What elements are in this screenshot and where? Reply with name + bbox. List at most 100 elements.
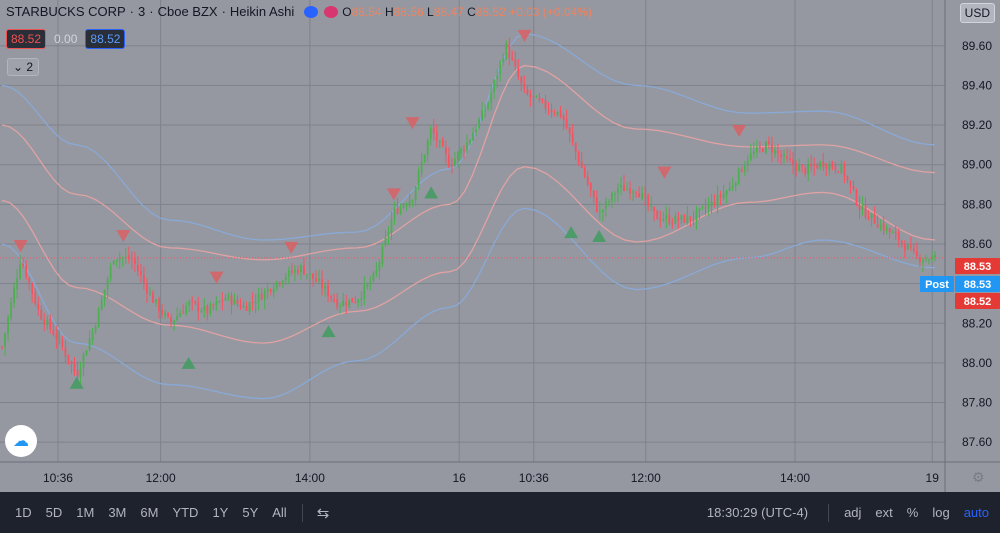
candle-body [523, 83, 526, 89]
scale-option-adj[interactable]: adj [844, 505, 862, 520]
candle-body [644, 193, 647, 197]
candle-body [327, 285, 329, 297]
alert-icon[interactable] [324, 5, 339, 18]
candle-body [19, 264, 22, 279]
candle-body [100, 299, 103, 310]
candle-body [925, 258, 927, 260]
sell-price-button[interactable]: 88.52 [6, 29, 47, 49]
candle-body [680, 215, 683, 220]
candle-body [357, 299, 360, 303]
candle-body [441, 139, 444, 147]
candle-body [807, 164, 810, 174]
candle-body [656, 210, 659, 220]
candle-body [429, 128, 432, 139]
candle-body [864, 205, 867, 218]
candle-body [568, 127, 571, 134]
candle-body [354, 302, 357, 304]
x-tick-label: 14:00 [295, 471, 325, 485]
candle-body [275, 281, 278, 288]
candle-body [825, 166, 828, 169]
gear-icon[interactable]: ⚙ [972, 469, 985, 485]
candle-body [438, 140, 441, 143]
buy-signal-marker [69, 376, 84, 389]
candle-body [487, 102, 490, 109]
x-tick-label: 10:36 [43, 471, 73, 485]
last-price-label: 88.53 [964, 261, 992, 273]
candle-body [369, 281, 372, 283]
timeframe-1d[interactable]: 1D [15, 505, 32, 520]
candle-body [768, 141, 770, 144]
candle-body [592, 190, 595, 197]
candle-body [290, 270, 293, 273]
scale-option-auto[interactable]: auto [963, 505, 989, 520]
symbol-name[interactable]: STARBUCKS CORP [6, 4, 126, 19]
candle-body [360, 298, 363, 300]
candle-body [297, 269, 299, 274]
candle-body [149, 293, 151, 295]
buy-price-button[interactable]: 88.52 [85, 29, 126, 49]
tradingview-logo-icon[interactable]: ☁ [5, 425, 37, 457]
indicators-toggle[interactable]: ⌄ 2 [7, 58, 40, 76]
visibility-icon[interactable] [304, 5, 319, 18]
candle-body [381, 246, 384, 264]
candle-body [574, 143, 577, 152]
candle-body [405, 204, 408, 207]
candle-body [378, 262, 381, 271]
candle-body [402, 205, 405, 208]
candle-body [227, 294, 230, 299]
candle-body [879, 224, 882, 229]
y-tick-label: 88.00 [962, 356, 992, 370]
timeframe-5y[interactable]: 5Y [242, 505, 259, 520]
candle-body [912, 248, 915, 251]
candle-body [614, 193, 616, 195]
candle-body [583, 167, 586, 177]
candle-body [508, 43, 511, 59]
candle-body [550, 110, 553, 113]
candle-body [4, 333, 6, 348]
timeframe-1y[interactable]: 1Y [212, 505, 229, 520]
candle-body [91, 330, 94, 341]
candle-body [221, 299, 224, 302]
candle-body [79, 368, 82, 378]
scale-option-ext[interactable]: ext [875, 505, 893, 520]
candle-body [725, 191, 728, 196]
post-label-bg [920, 276, 954, 292]
candle-body [909, 245, 912, 248]
candle-body [139, 271, 142, 276]
candle-body [620, 185, 622, 188]
candle-body [641, 193, 644, 199]
timeframe-6m[interactable]: 6M [140, 505, 159, 520]
candle-body [1, 346, 3, 348]
candle-body [300, 265, 302, 273]
scale-option-log[interactable]: log [932, 505, 950, 520]
candle-body [511, 57, 514, 60]
candle-body [146, 282, 148, 294]
candle-body [493, 79, 496, 92]
timeframe-ytd[interactable]: YTD [172, 505, 199, 520]
candle-body [792, 159, 794, 166]
candle-body [553, 113, 556, 115]
candle-body [786, 156, 788, 159]
candle-body [203, 305, 206, 311]
candle-body [423, 154, 426, 162]
candle-body [396, 207, 399, 214]
date-range-icon[interactable]: ⇆ [316, 504, 330, 522]
exchange: Cboe BZX [157, 4, 218, 19]
scale-option-percent[interactable]: % [906, 505, 919, 520]
candle-body [816, 165, 819, 169]
scale-options: adj ext% log auto [837, 505, 1000, 520]
candle-body [900, 241, 903, 244]
candle-body [366, 283, 369, 287]
timeframe-all[interactable]: All [272, 505, 287, 520]
timeframe-1m[interactable]: 1M [76, 505, 95, 520]
interval[interactable]: 3 [138, 4, 146, 19]
candle-body [463, 149, 465, 151]
buy-signal-marker [564, 226, 579, 239]
candle-body [635, 192, 637, 194]
currency-button[interactable]: USD [959, 3, 995, 23]
timeframe-3m[interactable]: 3M [108, 505, 127, 520]
timeframe-5d[interactable]: 5D [45, 505, 63, 520]
candle-body [230, 295, 233, 305]
clock[interactable]: 18:30:29 (UTC-4) [706, 505, 809, 520]
